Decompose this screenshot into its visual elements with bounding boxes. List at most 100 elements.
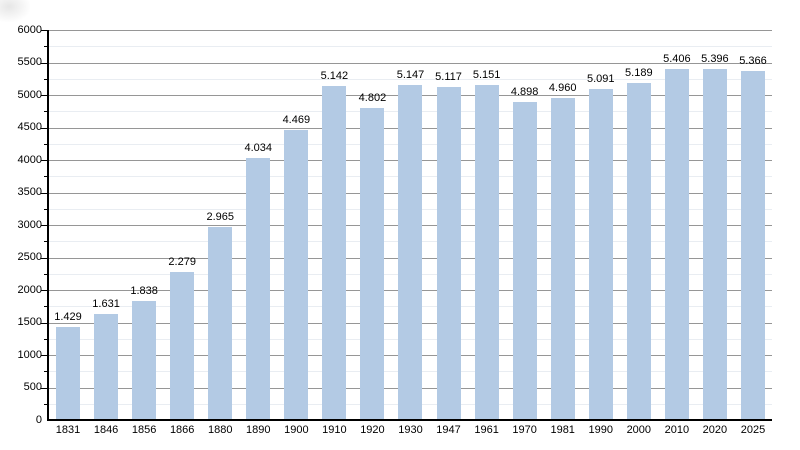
x-tick-label: 1910 xyxy=(322,424,347,436)
bar-column: 1.429 xyxy=(49,30,87,420)
y-tick-label: 1000 xyxy=(17,348,42,361)
y-tick-label: 6000 xyxy=(17,23,42,36)
bar-value-label: 2.279 xyxy=(168,255,196,268)
x-tick-label: 1900 xyxy=(284,424,309,436)
bar-column: 4.034 xyxy=(239,30,277,420)
bar-value-label: 5.396 xyxy=(701,53,729,66)
bar-column: 4.469 xyxy=(277,30,315,420)
y-tick-major xyxy=(41,160,49,161)
x-tick-label: 1970 xyxy=(512,424,537,436)
bar xyxy=(360,107,385,420)
bar-value-label: 5.189 xyxy=(625,66,653,79)
major-gridline xyxy=(49,30,772,31)
y-tick-minor xyxy=(44,338,49,340)
bar xyxy=(702,69,727,420)
x-tick-label: 1880 xyxy=(207,424,233,436)
x-tick-label: 1981 xyxy=(550,424,575,436)
x-tick-label: 2020 xyxy=(702,424,728,436)
x-axis-line xyxy=(47,419,772,421)
bar-value-label: 2.965 xyxy=(206,211,234,224)
y-tick-minor xyxy=(44,241,49,243)
bar-value-label: 5.117 xyxy=(435,71,462,84)
y-tick-minor xyxy=(44,403,49,405)
y-tick-major xyxy=(41,355,49,356)
bar-column: 5.406 xyxy=(658,30,696,420)
bar-value-label: 1.631 xyxy=(92,298,120,310)
x-tick-label: 1947 xyxy=(436,424,461,436)
bar-column: 4.802 xyxy=(353,30,391,420)
y-tick-minor xyxy=(44,78,49,80)
bar-value-label: 5.091 xyxy=(586,73,615,86)
bar-column: 5.142 xyxy=(315,30,353,420)
bar-column: 4.898 xyxy=(506,30,544,420)
bar xyxy=(740,71,765,420)
y-tick-major xyxy=(41,322,49,324)
bar xyxy=(132,300,157,420)
bar-column: 5.189 xyxy=(620,30,658,420)
y-tick-minor xyxy=(44,208,49,210)
plot-area: 1.429 1.631 1.838 2.279 2.965 4.034 4.469 5.142… xyxy=(41,30,772,421)
y-tick-major xyxy=(41,387,49,389)
bar-value-label: 5.366 xyxy=(739,55,767,68)
y-tick-label: 2000 xyxy=(17,283,42,296)
minor-gridline xyxy=(49,46,772,48)
bar-value-label: 5.142 xyxy=(320,69,349,82)
y-tick-minor xyxy=(44,371,49,373)
y-tick-major xyxy=(41,95,49,96)
y-tick-major xyxy=(41,225,49,226)
bar xyxy=(322,85,347,420)
bar-value-label: 4.960 xyxy=(548,81,577,94)
x-tick-label: 1990 xyxy=(588,424,613,436)
y-tick-minor xyxy=(44,143,49,145)
y-tick-minor xyxy=(44,111,49,113)
y-tick-major xyxy=(41,30,49,31)
bar xyxy=(664,68,689,420)
bar xyxy=(474,85,499,420)
bar-value-label: 5.406 xyxy=(663,52,691,65)
major-gridline xyxy=(49,62,772,64)
x-tick-label: 1930 xyxy=(398,424,423,436)
bar xyxy=(398,85,423,420)
y-tick-minor xyxy=(44,273,49,275)
bar xyxy=(94,314,119,420)
bar xyxy=(56,327,81,420)
bar-value-label: 4.802 xyxy=(358,91,387,104)
bar-column: 4.960 xyxy=(544,30,582,420)
y-tick-label: 5500 xyxy=(17,56,42,68)
y-tick-label: 4500 xyxy=(17,121,42,133)
y-tick-label: 3000 xyxy=(17,218,42,231)
bar-value-label: 4.469 xyxy=(282,113,311,126)
y-tick-major xyxy=(41,192,49,194)
y-tick-label: 4000 xyxy=(17,153,42,166)
bar-value-label: 4.898 xyxy=(510,85,539,98)
y-tick-major xyxy=(41,62,49,64)
bar-column: 1.631 xyxy=(87,30,125,420)
y-tick-label: 3500 xyxy=(17,186,42,198)
bar-column: 5.117 xyxy=(430,30,468,420)
bar-column: 5.366 xyxy=(734,30,772,420)
x-tick-label: 1831 xyxy=(55,424,81,436)
minor-gridline xyxy=(49,78,772,80)
bar xyxy=(436,87,461,420)
x-tick-label: 2010 xyxy=(664,424,690,436)
x-tick-label: 1846 xyxy=(93,424,119,436)
bar xyxy=(170,271,195,420)
bar-column: 5.396 xyxy=(696,30,734,420)
bar-value-label: 4.034 xyxy=(244,141,273,154)
bar-value-label: 5.151 xyxy=(472,69,501,82)
bar xyxy=(512,101,537,420)
bar-value-label: 5.147 xyxy=(396,69,425,82)
bar xyxy=(284,129,309,420)
x-tick-label: 1890 xyxy=(246,424,271,436)
y-tick-minor xyxy=(44,306,49,308)
y-tick-major xyxy=(41,290,49,291)
bar-column: 5.151 xyxy=(468,30,506,420)
x-tick-label: 1961 xyxy=(474,424,499,436)
bar-column: 5.147 xyxy=(391,30,429,420)
y-tick-major xyxy=(41,257,49,259)
x-tick-label: 2025 xyxy=(740,424,766,436)
y-tick-label: 500 xyxy=(23,381,42,393)
y-tick-minor xyxy=(44,176,49,178)
bar-column: 2.965 xyxy=(201,30,239,420)
